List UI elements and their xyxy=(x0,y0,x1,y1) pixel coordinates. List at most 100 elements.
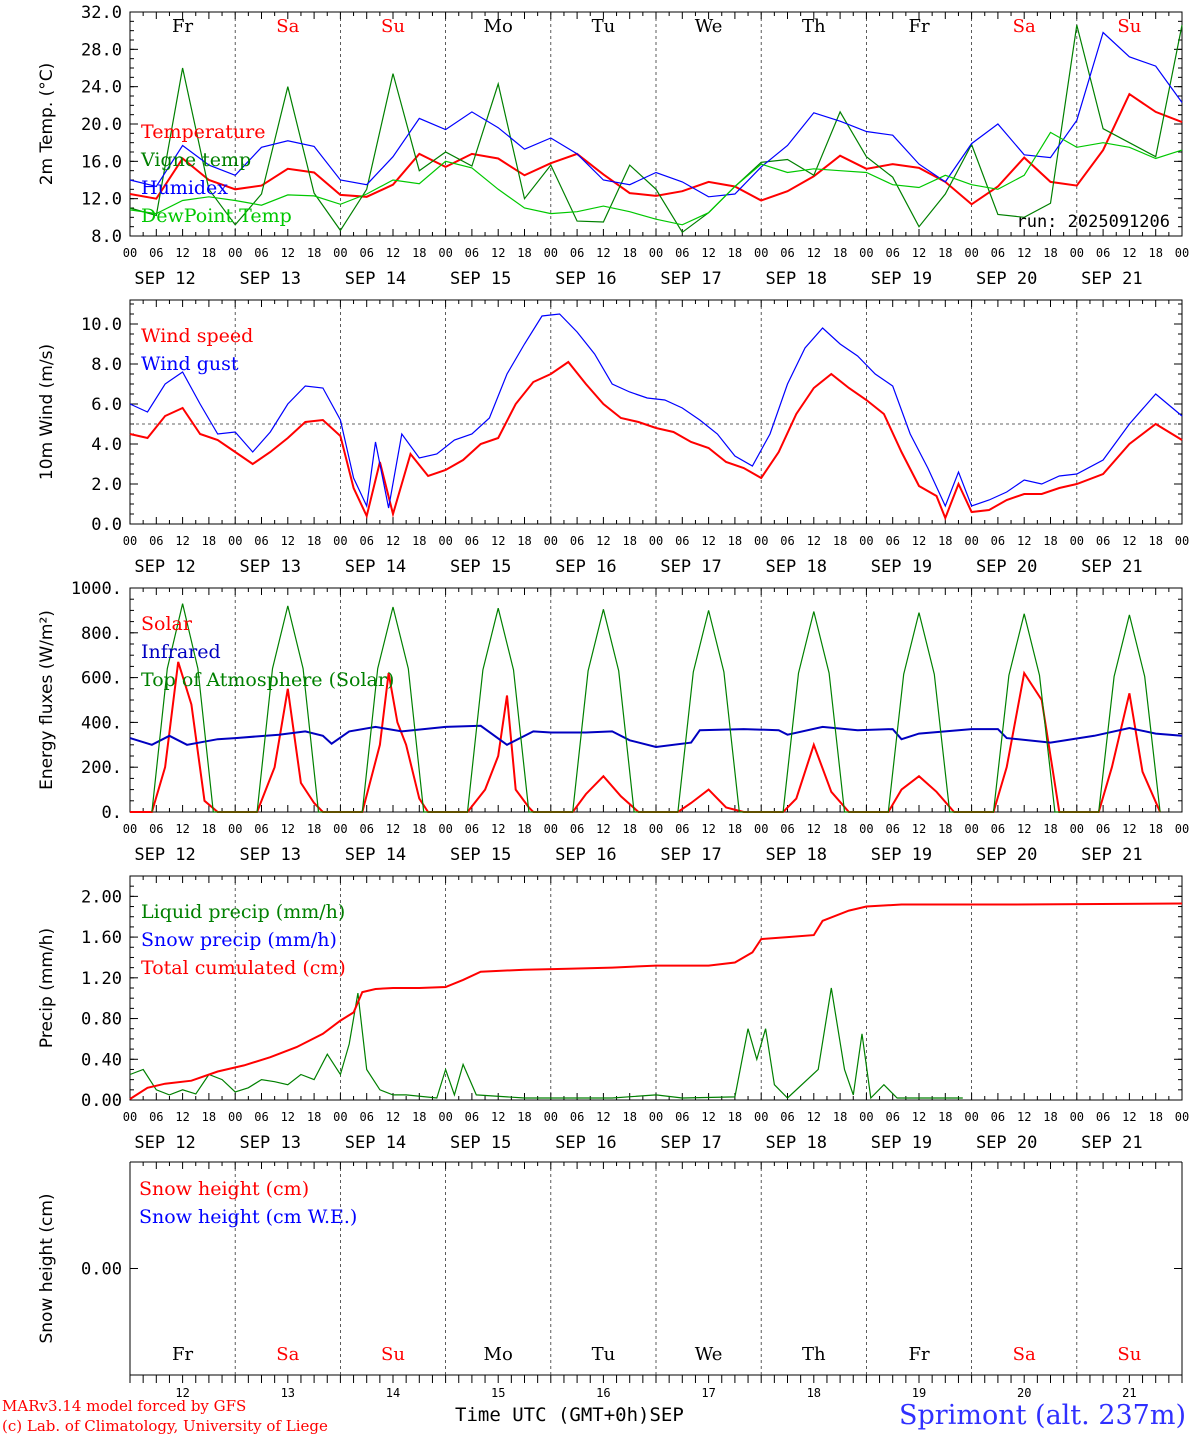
hour-label: 06 xyxy=(780,822,794,836)
date-label: SEP 12 xyxy=(134,1133,195,1153)
hour-label: 12 xyxy=(491,246,505,260)
date-label: SEP 14 xyxy=(345,269,406,289)
hour-label: 12 xyxy=(596,534,610,548)
hour-label: 18 xyxy=(412,246,426,260)
hour-label: 18 xyxy=(1043,822,1057,836)
hour-label: 00 xyxy=(859,822,873,836)
hour-label: 18 xyxy=(517,822,531,836)
legend-entry: Total cumulated (cm) xyxy=(141,957,346,979)
hour-label: 00 xyxy=(333,246,347,260)
legend-entry: DewPoint Temp xyxy=(141,205,292,227)
day-name: Sa xyxy=(1013,1344,1036,1365)
hour-label: 06 xyxy=(254,1110,268,1124)
y-tick-label: 24.0 xyxy=(81,78,122,98)
day-name: Fr xyxy=(172,16,193,37)
hour-label: 18 xyxy=(833,1110,847,1124)
hour-label: 12 xyxy=(701,822,715,836)
hour-label: 12 xyxy=(175,246,189,260)
hour-label: 00 xyxy=(964,822,978,836)
hour-label: 18 xyxy=(202,534,216,548)
hour-label: 12 xyxy=(281,1110,295,1124)
date-label: SEP 20 xyxy=(976,269,1037,289)
hour-label: 06 xyxy=(570,822,584,836)
legend-entry: Wind gust xyxy=(141,353,239,375)
hour-label: 06 xyxy=(465,1110,479,1124)
day-name: Mo xyxy=(484,16,513,37)
hour-label: 00 xyxy=(228,1110,242,1124)
day-name: We xyxy=(695,16,723,37)
hour-label: 18 xyxy=(728,534,742,548)
hour-label: 18 xyxy=(833,246,847,260)
hour-label: 18 xyxy=(622,246,636,260)
day-name: Sa xyxy=(1013,16,1036,37)
series-infrared xyxy=(129,724,1183,749)
hour-label: 18 xyxy=(833,534,847,548)
date-label: SEP 17 xyxy=(660,1133,721,1153)
y-tick-label: 0.40 xyxy=(81,1050,122,1070)
y-tick-label: 400. xyxy=(81,713,122,733)
day-name: Tu xyxy=(592,1344,616,1365)
legend-entry: Temperature xyxy=(141,121,265,143)
legend-entry: Wind speed xyxy=(141,325,253,347)
date-label: SEP 21 xyxy=(1081,845,1142,865)
hour-label: 00 xyxy=(544,246,558,260)
series-top-of-atmosphere-solar- xyxy=(151,603,1161,813)
hour-label: 18 xyxy=(622,534,636,548)
hour-label: 06 xyxy=(780,246,794,260)
day-name: Th xyxy=(802,16,826,37)
hour-label: 12 xyxy=(596,822,610,836)
date-label: SEP 14 xyxy=(345,1133,406,1153)
hour-label: 12 xyxy=(175,822,189,836)
hour-label: 12 xyxy=(386,534,400,548)
hour-label: 06 xyxy=(570,246,584,260)
day-name: Tu xyxy=(592,16,616,37)
y-tick-label: 16.0 xyxy=(81,152,122,172)
date-label: SEP 13 xyxy=(240,845,301,865)
hour-label: 18 xyxy=(728,246,742,260)
y-tick-label: 4.0 xyxy=(91,435,122,455)
day-name: Th xyxy=(802,1344,826,1365)
date-label: SEP 12 xyxy=(134,269,195,289)
date-label: SEP 18 xyxy=(766,845,827,865)
y-tick-label: 600. xyxy=(81,669,122,689)
run-annotation: run: 2025091206 xyxy=(1016,212,1170,232)
day-name: Su xyxy=(381,1344,405,1365)
hour-label: 00 xyxy=(333,822,347,836)
hour-label: 06 xyxy=(149,822,163,836)
day-number: 21 xyxy=(1122,1386,1136,1400)
hour-label: 18 xyxy=(728,1110,742,1124)
hour-label: 18 xyxy=(412,822,426,836)
hour-label: 00 xyxy=(1070,534,1084,548)
hour-label: 00 xyxy=(754,246,768,260)
date-label: SEP 14 xyxy=(345,845,406,865)
date-label: SEP 15 xyxy=(450,269,511,289)
hour-label: 12 xyxy=(701,246,715,260)
hour-label: 06 xyxy=(149,1110,163,1124)
y-tick-label: 28.0 xyxy=(81,40,122,60)
hour-label: 18 xyxy=(202,822,216,836)
plot-frame xyxy=(129,11,1183,237)
hour-label: 00 xyxy=(859,246,873,260)
y-tick-label: 10.0 xyxy=(81,315,122,335)
y-tick-label: 2.0 xyxy=(91,475,122,495)
hour-label: 06 xyxy=(359,1110,373,1124)
hour-label: 06 xyxy=(359,822,373,836)
hour-label: 12 xyxy=(386,246,400,260)
day-number: 20 xyxy=(1017,1386,1031,1400)
hour-label: 18 xyxy=(622,1110,636,1124)
legend-entry: Top of Atmosphere (Solar) xyxy=(141,669,394,691)
hour-label: 00 xyxy=(333,534,347,548)
hour-label: 06 xyxy=(991,246,1005,260)
hour-label: 00 xyxy=(754,822,768,836)
hour-label: 06 xyxy=(570,534,584,548)
date-label: SEP 15 xyxy=(450,845,511,865)
y-tick-label: 8.0 xyxy=(91,227,122,247)
x-axis-title: Time UTC (GMT+0h) xyxy=(455,1404,650,1426)
hour-label: 18 xyxy=(307,246,321,260)
hour-label: 18 xyxy=(202,246,216,260)
hour-label: 18 xyxy=(307,822,321,836)
hour-label: 06 xyxy=(885,822,899,836)
hour-label: 06 xyxy=(1096,534,1110,548)
hour-label: 06 xyxy=(1096,1110,1110,1124)
hour-label: 12 xyxy=(1122,822,1136,836)
